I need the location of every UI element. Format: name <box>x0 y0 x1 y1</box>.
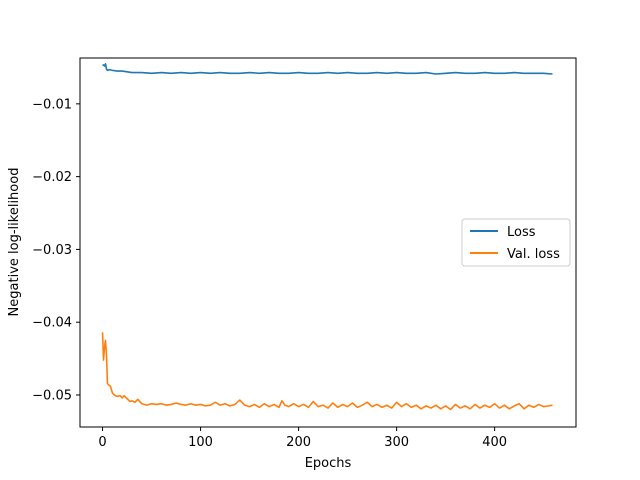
x-tick-label: 300 <box>384 435 409 450</box>
y-axis-label: Negative log-likelihood <box>7 168 22 317</box>
x-axis: 0 100 200 300 400 <box>98 427 507 450</box>
legend: Loss Val. loss <box>461 218 571 267</box>
y-tick-label: −0.03 <box>32 243 72 258</box>
series-line-1 <box>101 332 553 411</box>
x-axis-label: Epochs <box>305 456 352 471</box>
legend-label-val-loss: Val. loss <box>507 247 560 262</box>
y-tick-label: −0.01 <box>32 97 72 112</box>
x-tick-label: 400 <box>482 435 507 450</box>
y-tick-label: −0.04 <box>32 316 72 331</box>
series-line-0 <box>102 63 553 75</box>
y-tick-label: −0.05 <box>32 388 72 403</box>
plot-frame <box>79 57 577 428</box>
legend-label-loss: Loss <box>507 225 536 240</box>
y-tick-label: −0.02 <box>32 170 72 185</box>
x-tick-label: 100 <box>188 435 213 450</box>
series-layer <box>101 63 553 411</box>
y-axis: −0.05 −0.04 −0.03 −0.02 −0.01 <box>32 97 80 403</box>
x-tick-label: 200 <box>286 435 311 450</box>
x-tick-label: 0 <box>98 435 106 450</box>
